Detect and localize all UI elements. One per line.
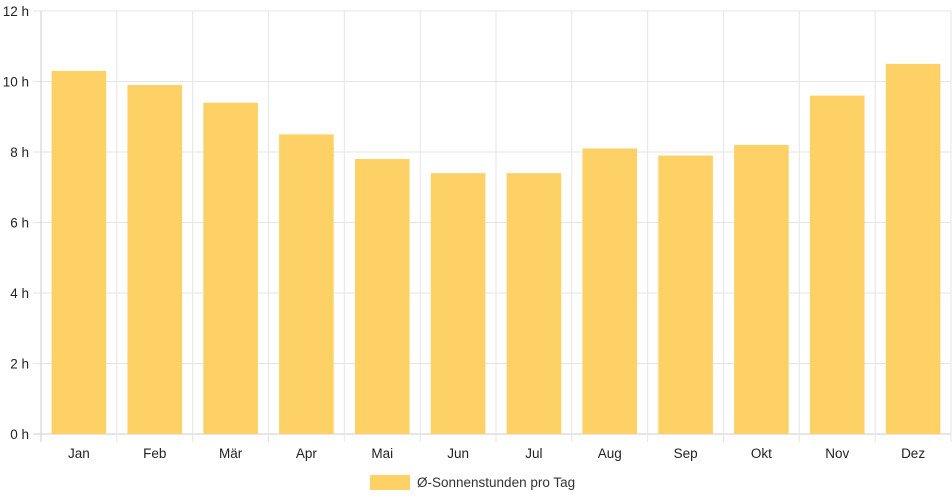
y-tick-label: 8 h [10,145,29,160]
bar-jan[interactable] [51,70,107,435]
y-tick-label: 12 h [3,4,29,19]
bars [51,63,941,435]
bar-jul[interactable] [506,173,562,434]
legend-label: Ø-Sonnenstunden pro Tag [417,475,575,490]
grid-lines [33,10,952,442]
x-tick-label: Dez [901,446,925,461]
x-tick-label: Jul [525,446,542,461]
bar-aug[interactable] [582,148,638,434]
x-tick-label: Aug [598,446,622,461]
x-tick-label: Mai [371,446,393,461]
legend-swatch [370,475,410,490]
bar-mär[interactable] [203,102,258,435]
bar-okt[interactable] [734,144,789,434]
x-tick-label: Feb [143,446,166,461]
y-tick-label: 10 h [3,75,29,90]
legend[interactable]: Ø-Sonnenstunden pro Tag [370,475,575,490]
y-tick-label: 0 h [10,427,29,442]
x-tick-label: Apr [296,446,318,461]
x-tick-label: Jun [447,446,469,461]
x-tick-label: Nov [825,446,849,461]
x-axis-ticks: Jan Feb Mär Apr Mai Jun Jul Aug Sep Okt Nov Dez [68,446,925,461]
y-tick-label: 6 h [10,216,29,231]
y-axis-ticks: 0 h 2 h 4 h 6 h 8 h 10 h 12 h [3,4,29,442]
bar-feb[interactable] [127,85,183,435]
bar-dez[interactable] [885,63,941,434]
x-tick-label: Okt [751,446,772,461]
bar-apr[interactable] [279,134,334,434]
x-tick-label: Mär [219,446,243,461]
bar-mai[interactable] [354,159,410,435]
x-tick-label: Jan [68,446,90,461]
y-tick-label: 2 h [10,357,29,372]
y-tick-label: 4 h [10,286,29,301]
bar-jun[interactable] [430,173,486,434]
x-tick-label: Sep [674,446,698,461]
bar-sep[interactable] [658,155,713,434]
bar-nov[interactable] [809,95,865,434]
